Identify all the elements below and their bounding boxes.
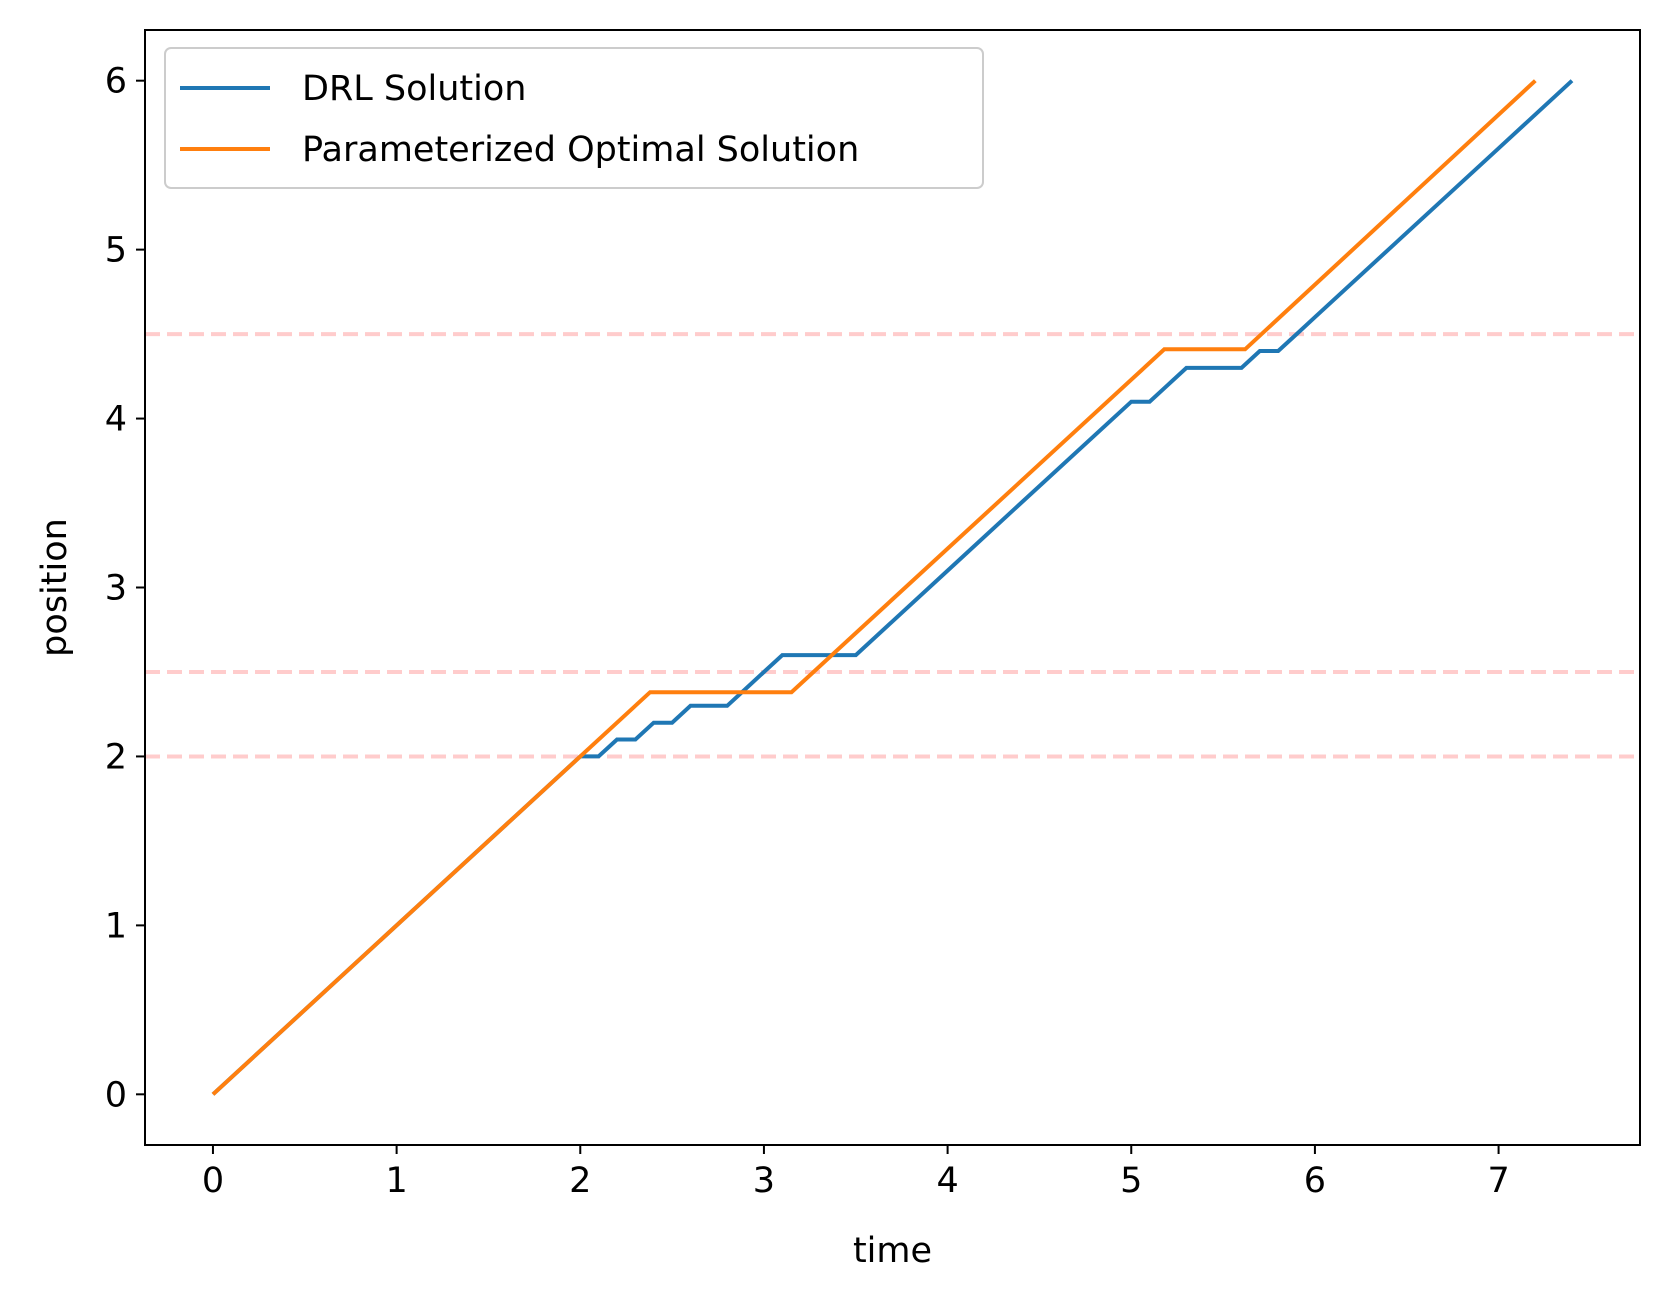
series-layer — [211, 79, 1574, 1096]
y-tick-label: 1 — [105, 906, 127, 946]
x-axis-ticks: 0 1 2 3 4 5 6 7 — [202, 1145, 1510, 1201]
series-line-drl — [211, 79, 1574, 1096]
legend-box — [164, 47, 984, 189]
series-line-optimal — [211, 79, 1537, 1096]
x-tick-label: 6 — [1304, 1161, 1326, 1201]
legend-label-optimal: Parameterized Optimal Solution — [302, 130, 859, 170]
y-tick-label: 6 — [105, 62, 127, 102]
y-axis-ticks: 0 1 2 3 4 5 6 — [105, 62, 145, 1115]
x-tick-label: 3 — [753, 1161, 775, 1201]
legend-label-drl: DRL Solution — [302, 69, 526, 109]
y-tick-label: 4 — [105, 400, 127, 440]
x-axis-label: time — [853, 1231, 932, 1271]
y-tick-label: 2 — [105, 737, 127, 777]
x-tick-label: 7 — [1487, 1161, 1509, 1201]
x-tick-label: 1 — [385, 1161, 407, 1201]
plot-frame — [144, 29, 1641, 1146]
reference-lines — [145, 332, 1640, 759]
legend: DRL Solution Parameterized Optimal Solut… — [164, 47, 984, 189]
y-tick-label: 0 — [105, 1075, 127, 1115]
x-tick-label: 5 — [1120, 1161, 1142, 1201]
x-tick-label: 2 — [569, 1161, 591, 1201]
y-axis-label: position — [35, 518, 75, 657]
x-tick-label: 0 — [202, 1161, 224, 1201]
y-tick-label: 3 — [105, 569, 127, 609]
y-tick-label: 5 — [105, 231, 127, 271]
x-tick-label: 4 — [936, 1161, 958, 1201]
